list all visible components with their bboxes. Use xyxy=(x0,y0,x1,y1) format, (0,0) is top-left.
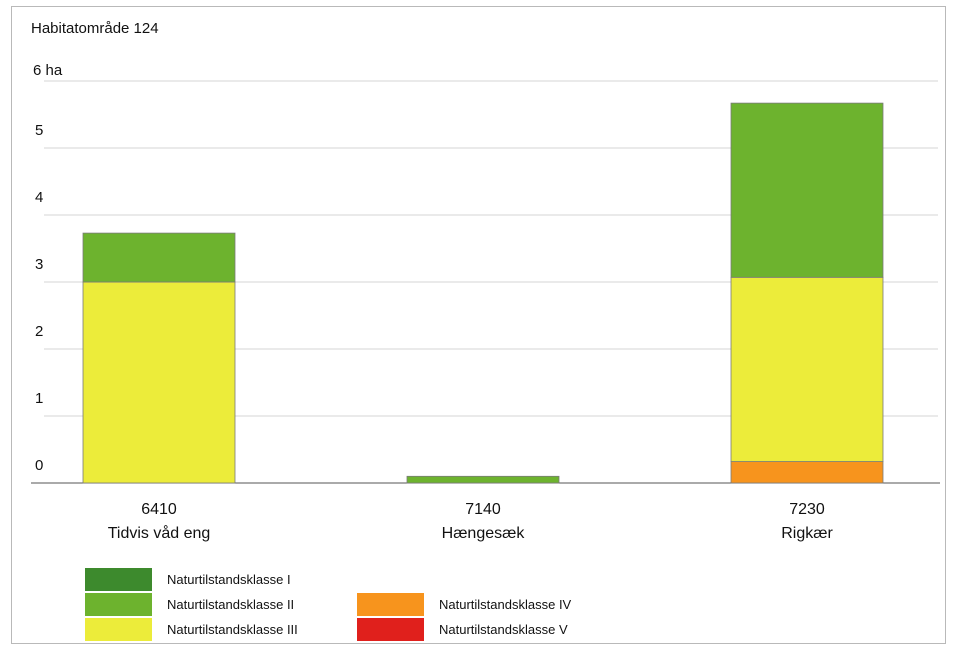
legend-swatch xyxy=(357,618,424,641)
x-category-name: Hængesæk xyxy=(442,525,526,542)
bar-segment xyxy=(406,475,560,484)
x-category-name: Rigkær xyxy=(781,525,833,542)
x-category-name: Tidvis våd eng xyxy=(108,524,211,542)
y-tick-label: 2 xyxy=(35,323,43,340)
legend-swatch xyxy=(85,618,152,641)
y-tick-label: 3 xyxy=(35,256,43,273)
y-tick-label: 1 xyxy=(35,390,43,407)
bar-segment xyxy=(730,276,884,462)
legend-swatch xyxy=(85,568,152,591)
x-category-code: 7140 xyxy=(465,501,501,518)
x-category-code: 6410 xyxy=(141,501,177,518)
bar-segment xyxy=(730,102,884,278)
legend-swatch xyxy=(85,593,152,616)
legend-label: Naturtilstandsklasse IV xyxy=(439,597,572,612)
y-tick-label: 4 xyxy=(35,189,43,206)
bar-segment xyxy=(82,281,236,484)
chart-title: Habitatområde 124 xyxy=(31,20,159,37)
y-tick-label: 0 xyxy=(35,457,43,474)
bar-segment xyxy=(730,461,884,484)
x-category-code: 7230 xyxy=(789,501,825,518)
bar-segment xyxy=(82,232,236,283)
legend-label: Naturtilstandsklasse V xyxy=(439,622,568,637)
legend-label: Naturtilstandsklasse III xyxy=(167,622,298,637)
legend-label: Naturtilstandsklasse II xyxy=(167,597,294,612)
y-tick-label: 5 xyxy=(35,122,43,139)
y-unit-label: 6 ha xyxy=(33,62,63,79)
legend-swatch xyxy=(357,593,424,616)
legend-label: Naturtilstandsklasse I xyxy=(167,572,291,587)
